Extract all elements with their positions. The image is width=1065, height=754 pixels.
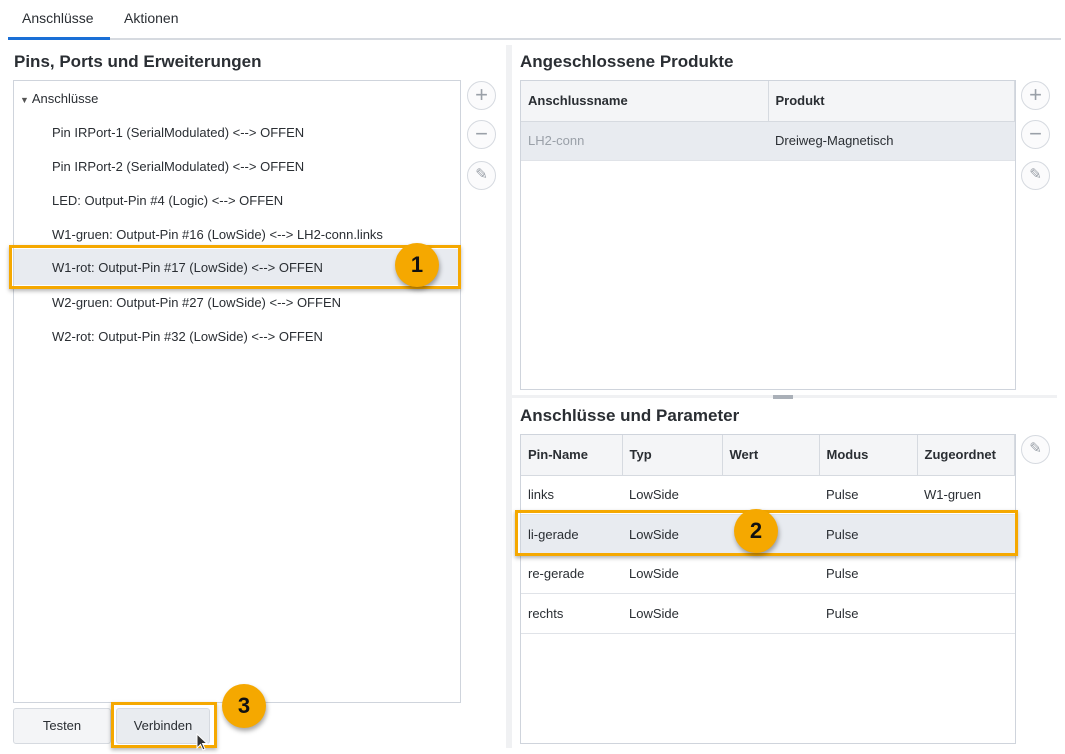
col-header[interactable]: Modus <box>819 435 918 476</box>
highlight-3 <box>111 702 217 748</box>
params-heading: Anschlüsse und Parameter <box>520 406 740 425</box>
minus-icon[interactable]: − <box>1021 120 1050 149</box>
plus-icon[interactable]: + <box>467 81 496 110</box>
cell: LowSide <box>622 475 722 515</box>
pencil-icon[interactable]: ✎ <box>1021 435 1050 464</box>
minus-icon[interactable]: − <box>467 120 496 149</box>
tree-item[interactable]: LED: Output-Pin #4 (Logic) <--> OFFEN <box>52 193 284 208</box>
cell: Dreiweg-Magnetisch <box>768 121 1015 161</box>
cell: Pulse <box>819 475 917 515</box>
mouse-cursor-icon <box>196 733 208 751</box>
cell: LowSide <box>622 514 722 555</box>
tree-item[interactable]: W1-gruen: Output-Pin #16 (LowSide) <--> … <box>52 227 383 242</box>
step-badge-2: 2 <box>734 509 778 553</box>
cell: Pulse <box>819 514 917 555</box>
col-header[interactable]: Produkt <box>768 81 1015 122</box>
caret-down-icon[interactable]: ▼ <box>20 95 29 105</box>
tree-item-selected[interactable]: W1-rot: Output-Pin #17 (LowSide) <--> OF… <box>52 260 323 275</box>
plus-icon[interactable]: + <box>1021 81 1050 110</box>
selected-row-bg <box>14 249 460 285</box>
tab-bar-divider <box>8 38 1061 40</box>
table-row[interactable]: links LowSide Pulse W1-gruen <box>521 475 1015 515</box>
products-heading: Angeschlossene Produkte <box>520 52 734 71</box>
vertical-splitter[interactable] <box>506 45 512 748</box>
tree-root[interactable]: ▼ Anschlüsse <box>20 82 98 116</box>
cell: re-gerade <box>521 554 622 594</box>
table-row[interactable]: re-gerade LowSide Pulse <box>521 554 1015 594</box>
pins-tree[interactable]: ▼ Anschlüsse Pin IRPort-1 (SerialModulat… <box>13 80 461 703</box>
cell <box>917 514 1015 555</box>
tree-item[interactable]: W2-rot: Output-Pin #32 (LowSide) <--> OF… <box>52 329 323 344</box>
cell: W1-gruen <box>917 475 1015 515</box>
connect-button[interactable]: Verbinden <box>116 708 210 744</box>
col-header[interactable]: Zugeordnet <box>917 435 1015 476</box>
tree-item[interactable]: Pin IRPort-2 (SerialModulated) <--> OFFE… <box>52 159 305 174</box>
cell: LowSide <box>622 593 722 634</box>
pencil-icon[interactable]: ✎ <box>467 161 496 190</box>
tab-anschluesse[interactable]: Anschlüsse <box>22 10 94 26</box>
splitter-handle[interactable] <box>773 395 793 399</box>
test-button[interactable]: Testen <box>13 708 111 744</box>
cell <box>722 593 819 634</box>
step-badge-1: 1 <box>395 243 439 287</box>
tree-root-label: Anschlüsse <box>31 91 99 106</box>
cell <box>917 593 1015 634</box>
tab-aktionen[interactable]: Aktionen <box>124 10 179 26</box>
col-header[interactable]: Anschlussname <box>521 81 769 122</box>
active-tab-indicator <box>8 37 110 40</box>
products-table[interactable]: Anschlussname Produkt LH2-conn Dreiweg-Mag… <box>520 80 1016 390</box>
cell <box>722 554 819 594</box>
table-row[interactable]: LH2-conn Dreiweg-Magnetisch <box>521 121 1015 161</box>
cell: LH2-conn <box>521 121 768 161</box>
col-header[interactable]: Pin-Name <box>521 435 623 476</box>
col-header[interactable]: Wert <box>722 435 820 476</box>
col-header[interactable]: Typ <box>622 435 723 476</box>
pencil-icon[interactable]: ✎ <box>1021 161 1050 190</box>
tree-item[interactable]: Pin IRPort-1 (SerialModulated) <--> OFFE… <box>52 125 305 140</box>
table-row[interactable]: rechts LowSide Pulse <box>521 593 1015 634</box>
cell <box>917 554 1015 594</box>
pins-heading: Pins, Ports und Erweiterungen <box>14 52 262 71</box>
cell: Pulse <box>819 554 917 594</box>
params-table[interactable]: Pin-Name Typ Wert Modus Zugeordnet links LowS… <box>520 434 1016 744</box>
cell: rechts <box>521 593 622 634</box>
cell <box>722 475 819 515</box>
cell: links <box>521 475 622 515</box>
cell: Pulse <box>819 593 917 634</box>
tree-item[interactable]: W2-gruen: Output-Pin #27 (LowSide) <--> … <box>52 295 342 310</box>
cell: LowSide <box>622 554 722 594</box>
highlight-1 <box>9 245 461 289</box>
step-badge-3: 3 <box>222 684 266 728</box>
